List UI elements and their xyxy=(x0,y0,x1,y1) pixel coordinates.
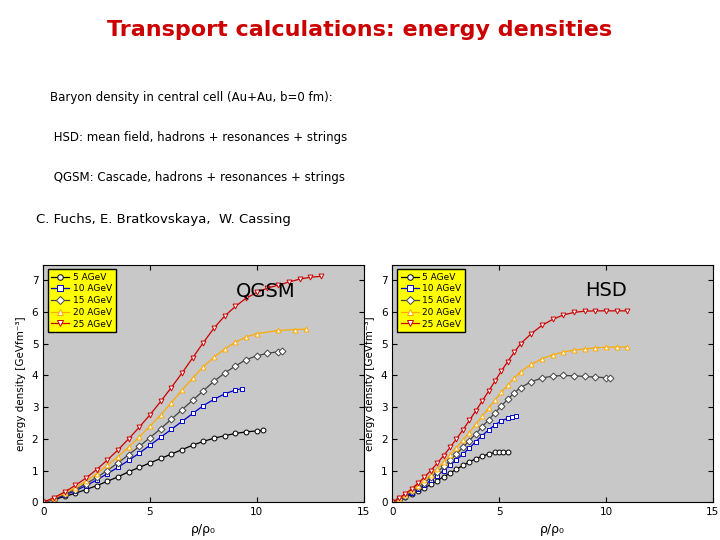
X-axis label: ρ/ρ₀: ρ/ρ₀ xyxy=(540,523,565,536)
Text: Transport calculations: energy densities: Transport calculations: energy densities xyxy=(107,20,613,40)
Text: QGSM: QGSM xyxy=(235,281,295,300)
Text: Baryon density in central cell (Au+Au, b=0 fm):: Baryon density in central cell (Au+Au, b… xyxy=(50,91,333,104)
Text: HSD: mean field, hadrons + resonances + strings: HSD: mean field, hadrons + resonances + … xyxy=(50,131,348,144)
Y-axis label: energy density [GeVfm⁻³]: energy density [GeVfm⁻³] xyxy=(16,316,26,451)
Y-axis label: energy density [GeVfm⁻³]: energy density [GeVfm⁻³] xyxy=(365,316,375,451)
Text: C. Fuchs, E. Bratkovskaya,  W. Cassing: C. Fuchs, E. Bratkovskaya, W. Cassing xyxy=(36,213,291,226)
Legend: 5 AGeV, 10 AGeV, 15 AGeV, 20 AGeV, 25 AGeV: 5 AGeV, 10 AGeV, 15 AGeV, 20 AGeV, 25 AG… xyxy=(48,269,116,332)
Legend: 5 AGeV, 10 AGeV, 15 AGeV, 20 AGeV, 25 AGeV: 5 AGeV, 10 AGeV, 15 AGeV, 20 AGeV, 25 AG… xyxy=(397,269,465,332)
X-axis label: ρ/ρ₀: ρ/ρ₀ xyxy=(191,523,216,536)
Text: HSD: HSD xyxy=(585,281,626,300)
Text: QGSM: Cascade, hadrons + resonances + strings: QGSM: Cascade, hadrons + resonances + st… xyxy=(50,171,346,184)
